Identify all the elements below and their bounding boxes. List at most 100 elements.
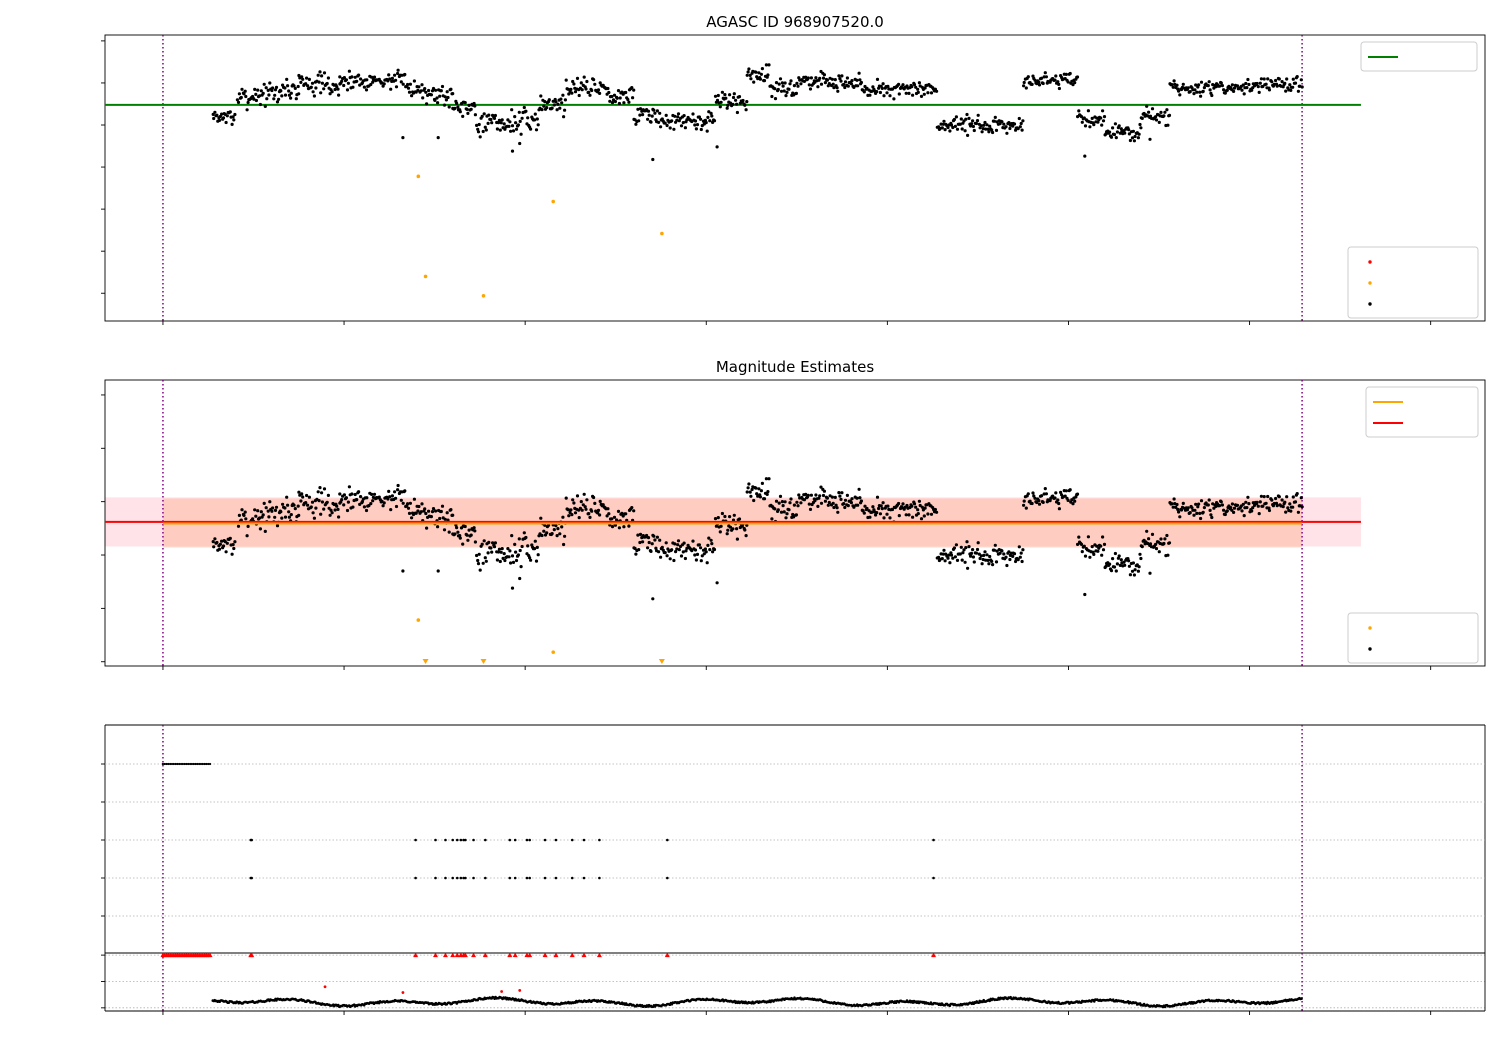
flag-point-dr-gt-5 (462, 876, 465, 880)
ok-point (875, 510, 879, 515)
ok-point (890, 507, 895, 512)
ok-point (253, 87, 257, 91)
ok-point (675, 118, 679, 122)
flag-point-not-kalman (203, 762, 206, 766)
ok-point (246, 524, 250, 529)
ok-point (389, 87, 393, 91)
ok-point (1082, 116, 1086, 120)
ok-point (710, 114, 714, 118)
ok-point (1218, 84, 1222, 88)
ok-point (399, 80, 403, 84)
ok-point (1251, 506, 1255, 510)
flag-point-dr-gt-5 (525, 876, 529, 880)
ok-point (714, 524, 719, 528)
ok-point (718, 530, 722, 534)
ok-point (1171, 505, 1175, 509)
ok-point (593, 501, 597, 505)
ok-point (1054, 491, 1058, 495)
ok-point (948, 129, 952, 133)
ok-point (277, 97, 281, 101)
ok-point (776, 87, 780, 92)
flag-point-ion-rad (472, 838, 475, 842)
ok-point (394, 85, 399, 89)
ok-point (1157, 550, 1161, 554)
ok-point (610, 525, 615, 529)
ok-point (408, 82, 412, 86)
ok-point (569, 87, 573, 91)
ok-point (342, 493, 346, 497)
legend-marker-swatch (1368, 302, 1372, 306)
ok-point (1115, 130, 1119, 134)
ok-point (1113, 551, 1117, 556)
panel1-agasc-magnitude (101, 34, 1486, 325)
ok-point (966, 133, 970, 137)
ok-point (707, 110, 711, 114)
flag-point-not-kalman (198, 762, 201, 766)
ok-point (762, 79, 767, 83)
ok-point (637, 548, 641, 552)
ok-point (329, 508, 333, 512)
ok-point (270, 88, 274, 93)
flag-point-ion-rad (459, 838, 463, 842)
ok-point (300, 75, 304, 79)
ok-point (359, 495, 363, 499)
ok-point (481, 129, 485, 134)
ok-point (510, 149, 515, 153)
ok-point (645, 533, 649, 538)
ok-point (283, 515, 288, 519)
ok-point (613, 99, 618, 104)
ok-point (461, 114, 465, 118)
ok-point (929, 91, 934, 95)
ok-point (434, 88, 438, 92)
ok-point (1018, 125, 1022, 129)
ok-point (224, 120, 228, 125)
ok-point (1057, 507, 1061, 511)
ok-point (842, 82, 846, 87)
ok-point (1262, 77, 1266, 81)
ok-point (583, 505, 587, 509)
ok-point (476, 558, 480, 563)
ok-point (988, 124, 992, 128)
ok-point (1284, 510, 1288, 514)
ok-point (283, 86, 287, 90)
ok-point (1054, 74, 1058, 78)
ok-point (317, 499, 321, 503)
ok-point (300, 492, 304, 496)
ok-point (1112, 132, 1117, 137)
flag-point-ion-rad (525, 838, 529, 842)
ok-point (1139, 126, 1143, 130)
ok-point (993, 543, 997, 547)
ok-point (952, 117, 957, 122)
ok-point (447, 105, 451, 109)
ok-point (676, 539, 681, 543)
ok-point (668, 126, 672, 130)
ok-point (563, 108, 567, 112)
ok-point (814, 76, 818, 80)
ok-point (764, 477, 769, 481)
ok-point (1218, 504, 1222, 508)
ok-point (1195, 90, 1199, 94)
ok-point (1229, 506, 1233, 510)
ok-point (1167, 113, 1172, 117)
ok-point (264, 506, 268, 510)
ok-point (453, 106, 457, 110)
ok-point (240, 508, 244, 512)
ok-point (237, 92, 241, 96)
ok-point (836, 89, 840, 93)
ok-point (904, 91, 908, 95)
ok-point (1291, 85, 1295, 89)
ok-point (809, 493, 814, 497)
ok-point (406, 82, 410, 87)
ok-point (476, 130, 481, 134)
ok-point (263, 104, 267, 108)
ok-point (1289, 509, 1293, 513)
ok-point (317, 80, 321, 84)
ok-point (1080, 550, 1084, 554)
ok-point (1275, 504, 1279, 508)
ok-point (788, 82, 792, 86)
ok-point (840, 74, 844, 78)
ok-point (862, 90, 866, 94)
ok-point (1112, 565, 1117, 569)
ok-point (907, 91, 911, 95)
ok-point (463, 524, 467, 529)
